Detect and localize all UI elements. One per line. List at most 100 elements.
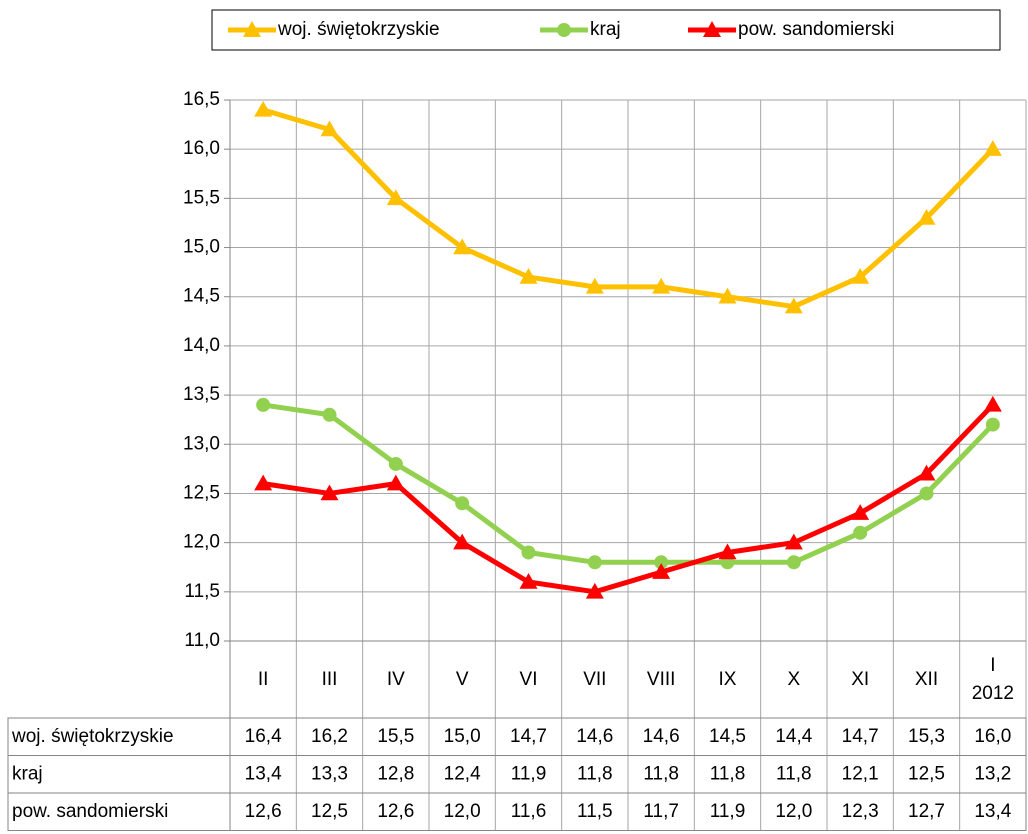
table-cell: 11,9 xyxy=(511,763,547,784)
table-cell: 12,8 xyxy=(377,763,414,784)
point xyxy=(652,277,671,294)
table-cell: 13,2 xyxy=(974,763,1011,784)
point xyxy=(917,464,936,481)
table-cell: 12,0 xyxy=(775,801,812,822)
point xyxy=(851,504,870,520)
x-tick-label: IX xyxy=(719,669,737,690)
point xyxy=(718,543,737,560)
table-series-name: woj. świętokrzyskie xyxy=(11,726,174,747)
point xyxy=(784,297,803,314)
point xyxy=(851,268,870,284)
table-cell: 13,4 xyxy=(245,763,282,784)
point xyxy=(453,533,472,550)
y-tick-label: 13,5 xyxy=(183,384,220,405)
point xyxy=(322,407,337,422)
point xyxy=(386,474,405,491)
point xyxy=(585,582,604,599)
table-cell: 12,7 xyxy=(908,801,945,822)
table-cell: 13,3 xyxy=(311,763,348,784)
point xyxy=(652,563,671,579)
table-cell: 11,7 xyxy=(643,801,679,822)
point xyxy=(786,555,801,570)
table-cell: 14,7 xyxy=(842,726,879,747)
x-tick-label: II xyxy=(258,669,269,690)
table-cell: 12,5 xyxy=(311,801,348,822)
point xyxy=(983,140,1002,156)
point xyxy=(519,572,538,589)
x-tick-label: VII xyxy=(583,669,606,690)
point xyxy=(254,474,273,491)
point xyxy=(254,100,273,117)
y-tick-label: 11,5 xyxy=(184,581,220,602)
point xyxy=(388,456,403,471)
legend-box xyxy=(211,9,1001,51)
point xyxy=(985,417,1000,432)
point xyxy=(386,189,405,206)
table-cell: 16,0 xyxy=(974,726,1011,747)
point xyxy=(453,238,472,255)
x-tick-label: XII xyxy=(915,669,938,690)
table-cell: 12,6 xyxy=(245,801,282,822)
x-tick-label: I 2012 xyxy=(972,655,1014,704)
y-tick-label: 12,5 xyxy=(183,482,220,503)
table-cell: 15,5 xyxy=(377,726,414,747)
table-cell: 16,2 xyxy=(311,726,348,747)
legend-label: woj. świętokrzyskie xyxy=(277,19,440,40)
series-line xyxy=(262,107,995,310)
point xyxy=(521,545,536,560)
y-tick-label: 15,0 xyxy=(183,237,220,258)
table-series-name: kraj xyxy=(12,763,43,784)
point xyxy=(654,555,669,570)
table-cell: 14,5 xyxy=(709,726,746,747)
table-cell: 11,8 xyxy=(643,763,679,784)
point xyxy=(455,496,470,511)
table-cell: 11,8 xyxy=(710,763,746,784)
x-tick-label: III xyxy=(322,669,338,690)
table-cell: 11,9 xyxy=(710,801,746,822)
x-tick-label: X xyxy=(787,669,800,690)
table-cell: 12,5 xyxy=(908,763,945,784)
table-row xyxy=(7,792,1027,831)
y-tick-label: 14,0 xyxy=(183,335,220,356)
point xyxy=(320,120,339,137)
x-tick-label: V xyxy=(456,669,469,690)
legend-label: kraj xyxy=(590,19,621,40)
x-tick-label: VI xyxy=(520,669,538,690)
y-tick-label: 12,0 xyxy=(183,532,220,553)
table-cell: 14,6 xyxy=(576,726,613,747)
series-line xyxy=(262,402,995,565)
point xyxy=(983,395,1002,412)
table-cell: 11,5 xyxy=(577,801,613,822)
table-cell: 14,6 xyxy=(643,726,680,747)
table-cell: 12,3 xyxy=(842,801,879,822)
point xyxy=(917,209,936,225)
point xyxy=(519,268,538,284)
x-tick-label: IV xyxy=(387,669,405,690)
y-tick-label: 11,0 xyxy=(184,630,220,651)
point xyxy=(256,397,271,412)
y-tick-label: 15,5 xyxy=(183,187,220,208)
table-cell: 15,3 xyxy=(908,726,945,747)
x-tick-label-line: I xyxy=(990,655,995,676)
y-tick-label: 14,5 xyxy=(183,286,220,307)
table-cell: 13,4 xyxy=(974,801,1011,822)
point xyxy=(784,533,803,550)
table-cell: 12,0 xyxy=(444,801,481,822)
table-cell: 11,8 xyxy=(776,763,812,784)
table-cell: 16,4 xyxy=(245,726,282,747)
legend-label: pow. sandomierski xyxy=(738,19,894,40)
y-tick-label: 16,0 xyxy=(183,138,220,159)
point xyxy=(919,486,934,501)
table-cell: 11,6 xyxy=(511,801,547,822)
x-tick-label: VIII xyxy=(647,669,676,690)
table-cell: 11,8 xyxy=(577,763,613,784)
y-tick-label: 13,0 xyxy=(183,433,220,454)
table-series-name: pow. sandomierski xyxy=(12,801,168,822)
point xyxy=(718,287,737,304)
point xyxy=(853,525,868,540)
table-cell: 12,4 xyxy=(444,763,481,784)
point xyxy=(320,484,339,501)
point xyxy=(585,277,604,294)
table-cell: 12,1 xyxy=(842,763,879,784)
